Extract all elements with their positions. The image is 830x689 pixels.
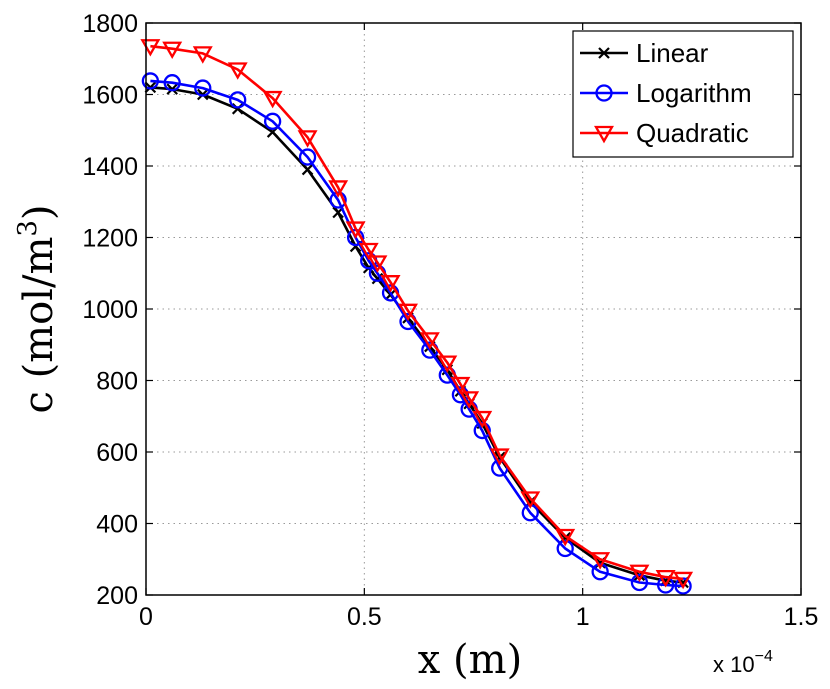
series-line-quadratic xyxy=(150,44,684,581)
y-tick-label: 400 xyxy=(96,511,138,539)
data-point-quadratic xyxy=(328,180,349,198)
legend: Linear Logarithm Quadratic xyxy=(572,30,794,158)
y-tick-label: 1600 xyxy=(82,82,138,110)
y-axis-title-close: ) xyxy=(16,204,62,220)
x-marker-stroke xyxy=(301,163,314,176)
x-tick-labels: 0 0.5 1 1.5 xyxy=(139,603,818,631)
y-tick-label: 800 xyxy=(96,368,138,396)
data-point-quadratic xyxy=(472,410,493,429)
x-axis-title: x (m) xyxy=(418,637,522,683)
series-line-linear xyxy=(150,86,684,584)
data-point-quadratic xyxy=(489,448,510,466)
y-tick-label: 200 xyxy=(96,582,138,610)
x-marker-stroke xyxy=(598,47,610,59)
y-tick-label: 1400 xyxy=(82,153,138,181)
legend-entry-logarithm: Logarithm xyxy=(580,78,752,108)
legend-entry-quadratic: Quadratic xyxy=(580,118,749,148)
data-point-logarithm xyxy=(229,91,247,109)
legend-entry-linear: Linear xyxy=(580,38,709,68)
data-point-logarithm xyxy=(163,74,181,92)
y-tick-label: 1200 xyxy=(82,225,138,253)
data-point-quadratic xyxy=(459,391,480,409)
x-tick-label: 0 xyxy=(139,603,153,631)
y-axis-title: c (mol/m3) xyxy=(13,204,62,413)
data-point-quadratic xyxy=(345,221,366,239)
data-point-quadratic xyxy=(162,41,183,60)
y-axis-title-superscript: 3 xyxy=(13,220,43,237)
x-scale-exponent: −4 xyxy=(755,648,773,665)
x-scale-exponent-label: x 10−4 xyxy=(713,648,773,677)
data-point-quadratic xyxy=(555,528,576,547)
legend-marker-quadratic xyxy=(594,125,614,144)
y-axis-title-main: c (mol/m xyxy=(16,237,62,414)
y-tick-label: 600 xyxy=(96,439,138,467)
data-point-quadratic xyxy=(227,62,248,80)
y-tick-label: 1000 xyxy=(82,296,138,324)
data-point-quadratic xyxy=(673,571,694,590)
data-point-logarithm xyxy=(556,539,574,558)
data-point-quadratic xyxy=(358,242,379,261)
data-point-quadratic xyxy=(419,332,440,350)
series-quadratic xyxy=(140,39,694,590)
data-point-quadratic xyxy=(437,355,458,373)
data-point-quadratic xyxy=(655,569,676,588)
data-point-linear xyxy=(301,163,314,176)
series-layer xyxy=(140,39,694,595)
data-point-quadratic xyxy=(629,564,650,583)
data-point-logarithm xyxy=(591,563,609,581)
data-point-quadratic xyxy=(450,376,471,395)
data-point-quadratic xyxy=(398,303,418,322)
data-point-quadratic xyxy=(367,255,388,273)
x-tick-label: 1 xyxy=(576,603,590,631)
data-point-quadratic xyxy=(380,275,401,293)
y-tick-label: 1800 xyxy=(82,10,138,38)
data-point-quadratic xyxy=(590,552,611,570)
data-point-logarithm xyxy=(263,112,282,130)
data-point-logarithm xyxy=(630,573,649,592)
legend-label-quadratic: Quadratic xyxy=(636,118,749,148)
x-tick-label: 0.5 xyxy=(347,603,382,631)
legend-label-linear: Linear xyxy=(636,38,709,68)
x-scale-base: x 10 xyxy=(713,652,755,677)
data-point-logarithm xyxy=(194,79,212,97)
data-point-quadratic xyxy=(297,130,318,148)
legend-label-logarithm: Logarithm xyxy=(636,78,752,108)
data-point-logarithm xyxy=(473,421,491,440)
y-tick-labels: 200 400 600 800 1000 1200 1400 1600 1800 xyxy=(82,10,138,610)
data-point-quadratic xyxy=(192,46,213,64)
data-point-quadratic xyxy=(520,491,541,509)
legend-marker-linear xyxy=(598,47,610,59)
data-point-logarithm xyxy=(298,148,317,166)
x-tick-label: 1.5 xyxy=(784,603,819,631)
data-point-quadratic xyxy=(262,90,283,109)
legend-marker-logarithm xyxy=(595,84,613,102)
ticks xyxy=(145,22,802,596)
data-point-logarithm xyxy=(141,72,160,90)
data-point-logarithm xyxy=(329,191,347,209)
